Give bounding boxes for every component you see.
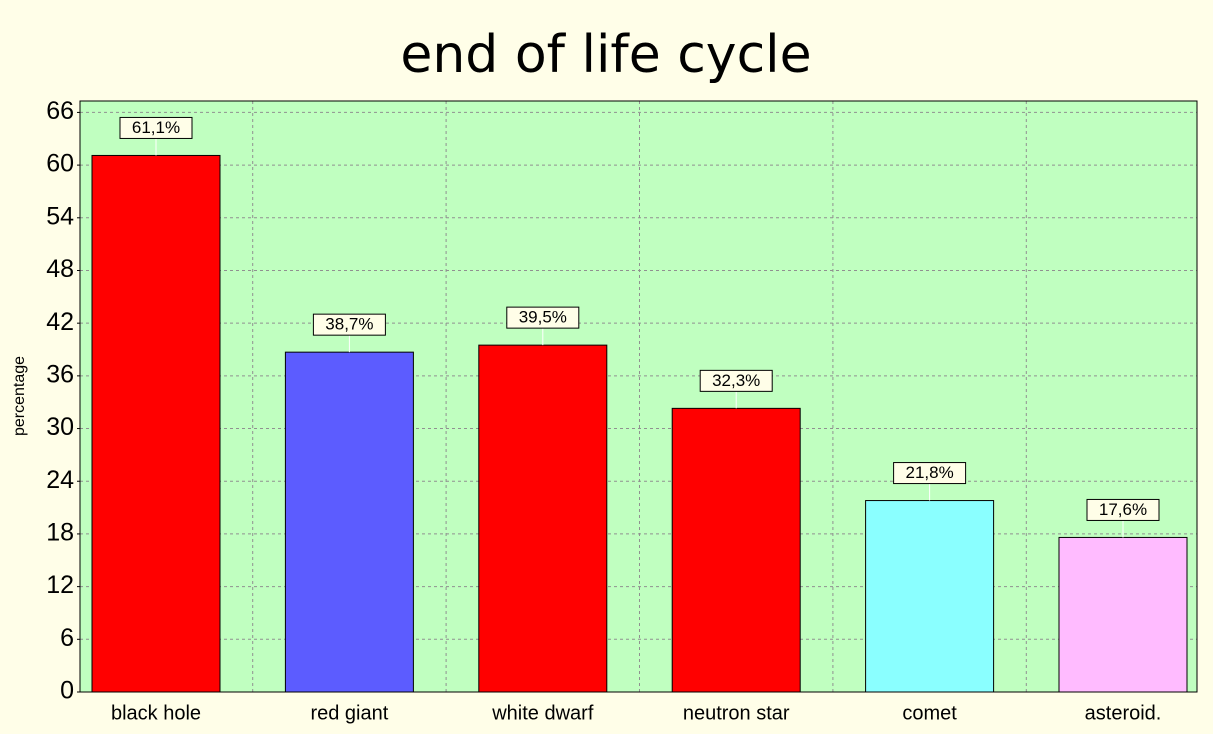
value-label: 38,7%: [325, 315, 373, 334]
value-label-box: [893, 462, 967, 485]
y-tick-label: 30: [46, 413, 74, 441]
bar: [865, 500, 995, 693]
value-label-box: [312, 313, 386, 336]
y-tick-label: 0: [60, 677, 74, 705]
y-tick-label: 24: [46, 466, 74, 494]
chart-title: end of life cycle: [400, 25, 811, 85]
y-tick-label: 6: [60, 624, 74, 652]
y-tick-label: 36: [46, 360, 74, 388]
x-tick-label: white dwarf: [491, 702, 594, 724]
x-tick-label: neutron star: [683, 702, 790, 724]
y-axis-label: percentage: [11, 356, 28, 436]
plot-area: [79, 100, 1198, 693]
value-label: 32,3%: [712, 371, 760, 390]
bar: [478, 344, 608, 693]
bar: [1058, 536, 1188, 693]
y-tick-label: 42: [46, 308, 74, 336]
value-label: 61,1%: [132, 118, 180, 137]
value-label: 39,5%: [519, 308, 567, 327]
bar: [284, 351, 414, 693]
bar: [671, 407, 801, 693]
y-tick-label: 54: [46, 202, 74, 230]
y-tick-label: 18: [46, 519, 74, 547]
y-tick-label: 48: [46, 255, 74, 283]
y-tick-label: 66: [46, 97, 74, 125]
x-tick-label: asteroid.: [1085, 702, 1162, 724]
plot-area: [79, 100, 1198, 693]
x-tick-label: black hole: [111, 702, 201, 724]
y-tick-label: 12: [46, 571, 74, 599]
value-label: 17,6%: [1099, 500, 1147, 519]
value-label-box: [119, 116, 193, 139]
x-tick-label: comet: [902, 702, 957, 724]
value-label-box: [506, 306, 580, 329]
y-tick-label: 60: [46, 150, 74, 178]
bar: [91, 154, 221, 693]
value-label: 21,8%: [905, 463, 953, 482]
x-tick-label: red giant: [310, 702, 388, 724]
value-label-box: [1086, 498, 1160, 521]
value-label-box: [699, 369, 773, 392]
